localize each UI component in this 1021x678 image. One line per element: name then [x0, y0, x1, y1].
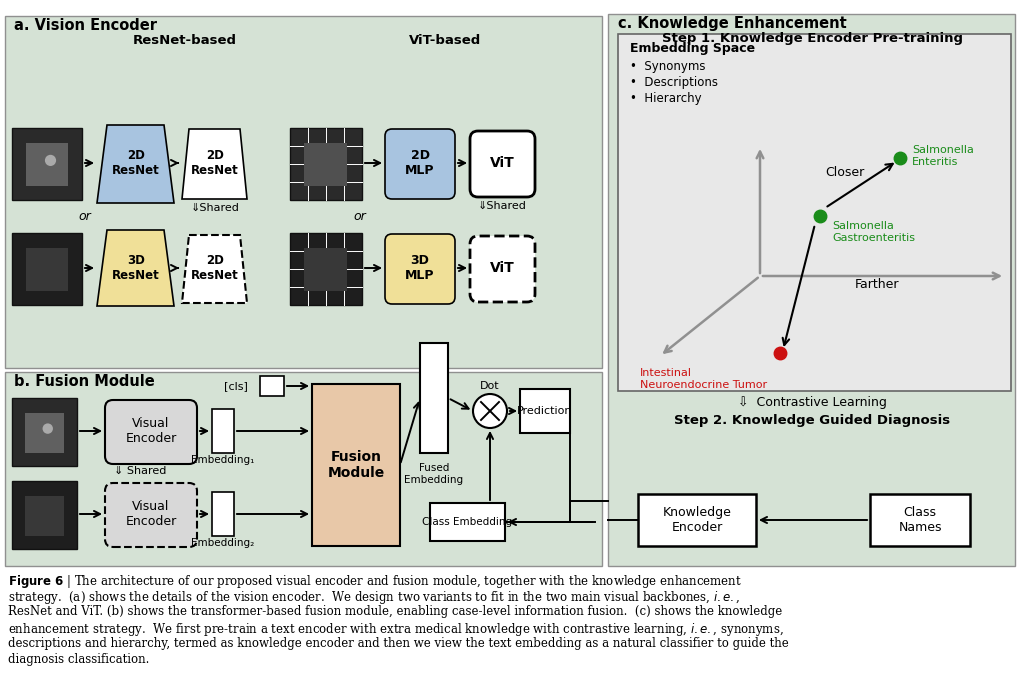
- Bar: [420, 343, 448, 453]
- Text: 3D
ResNet: 3D ResNet: [112, 254, 160, 282]
- Text: [cls]: [cls]: [225, 381, 248, 391]
- Bar: [618, 34, 1011, 391]
- Text: Salmonella
Gastroenteritis: Salmonella Gastroenteritis: [832, 221, 915, 243]
- Text: Knowledge
Encoder: Knowledge Encoder: [663, 506, 731, 534]
- Text: or: or: [79, 210, 91, 222]
- Circle shape: [43, 423, 53, 434]
- Circle shape: [45, 155, 56, 166]
- Bar: [212, 409, 234, 453]
- FancyBboxPatch shape: [470, 236, 535, 302]
- Text: Intestinal
Neuroendocrine Tumor: Intestinal Neuroendocrine Tumor: [640, 368, 767, 390]
- Text: ViT: ViT: [490, 156, 515, 170]
- Text: ⇓ Shared: ⇓ Shared: [113, 466, 166, 476]
- Bar: [12, 481, 77, 549]
- Polygon shape: [97, 230, 174, 306]
- Circle shape: [473, 394, 507, 428]
- Bar: [312, 384, 400, 546]
- Bar: [25, 413, 64, 453]
- Bar: [870, 494, 970, 546]
- Text: Embedding₂: Embedding₂: [191, 538, 254, 548]
- Bar: [12, 398, 77, 466]
- Bar: [12, 233, 82, 305]
- Bar: [520, 389, 570, 433]
- Bar: [25, 496, 64, 536]
- Text: Visual
Encoder: Visual Encoder: [126, 500, 177, 528]
- Text: Class Embedding: Class Embedding: [422, 517, 513, 527]
- Text: •  Synonyms: • Synonyms: [630, 60, 706, 73]
- Text: •  Hierarchy: • Hierarchy: [630, 92, 701, 105]
- FancyBboxPatch shape: [470, 131, 535, 197]
- FancyBboxPatch shape: [105, 483, 197, 547]
- Text: diagnosis classification.: diagnosis classification.: [8, 653, 149, 666]
- Bar: [5, 16, 602, 368]
- Text: Step 1. Knowledge Encoder Pre-training: Step 1. Knowledge Encoder Pre-training: [662, 32, 963, 45]
- Text: Prediction: Prediction: [518, 406, 573, 416]
- Text: •  Descriptions: • Descriptions: [630, 76, 718, 89]
- FancyBboxPatch shape: [385, 234, 455, 304]
- Text: c. Knowledge Enhancement: c. Knowledge Enhancement: [618, 16, 846, 31]
- Text: ViT: ViT: [490, 261, 515, 275]
- FancyBboxPatch shape: [105, 400, 197, 464]
- Text: b. Fusion Module: b. Fusion Module: [14, 374, 155, 389]
- Bar: [304, 143, 347, 186]
- Text: Farther: Farther: [855, 279, 900, 292]
- Bar: [5, 372, 602, 566]
- Text: Fusion
Module: Fusion Module: [328, 450, 385, 480]
- Text: 2D
MLP: 2D MLP: [405, 149, 435, 177]
- Text: a. Vision Encoder: a. Vision Encoder: [14, 18, 157, 33]
- Text: $\bf{Figure\ 6}$ | The architecture of our proposed visual encoder and fusion mo: $\bf{Figure\ 6}$ | The architecture of o…: [8, 573, 742, 590]
- Text: Salmonella
Enteritis: Salmonella Enteritis: [912, 145, 974, 167]
- Text: Step 2. Knowledge Guided Diagnosis: Step 2. Knowledge Guided Diagnosis: [674, 414, 951, 427]
- Text: ResNet and ViT. (b) shows the transformer-based fusion module, enabling case-lev: ResNet and ViT. (b) shows the transforme…: [8, 605, 782, 618]
- Bar: [607, 14, 1015, 566]
- Polygon shape: [97, 125, 174, 203]
- Text: 2D
ResNet: 2D ResNet: [191, 149, 239, 177]
- Bar: [430, 503, 505, 541]
- Text: enhancement strategy.  We first pre-train a text encoder with extra medical know: enhancement strategy. We first pre-train…: [8, 621, 784, 638]
- Text: 2D
ResNet: 2D ResNet: [191, 254, 239, 282]
- Text: or: or: [353, 210, 367, 222]
- Text: 2D
ResNet: 2D ResNet: [112, 149, 160, 177]
- Text: ⇓Shared: ⇓Shared: [191, 203, 240, 213]
- Text: Embedding Space: Embedding Space: [630, 42, 756, 55]
- Bar: [290, 128, 362, 200]
- Text: strategy.  (a) shows the details of the vision encoder.  We design two variants : strategy. (a) shows the details of the v…: [8, 589, 740, 606]
- Text: 3D
MLP: 3D MLP: [405, 254, 435, 282]
- Polygon shape: [182, 235, 247, 303]
- Text: ResNet-based: ResNet-based: [133, 34, 237, 47]
- Text: descriptions and hierarchy, termed as knowledge encoder and then we view the tex: descriptions and hierarchy, termed as kn…: [8, 637, 789, 650]
- Bar: [260, 376, 284, 396]
- Text: Closer: Closer: [825, 165, 865, 178]
- FancyBboxPatch shape: [385, 129, 455, 199]
- Bar: [290, 233, 362, 305]
- Text: Dot: Dot: [480, 381, 500, 391]
- Text: ⇓Shared: ⇓Shared: [478, 201, 527, 211]
- Bar: [12, 128, 82, 200]
- Text: ⇩  Contrastive Learning: ⇩ Contrastive Learning: [737, 396, 886, 409]
- Text: ViT-based: ViT-based: [408, 34, 481, 47]
- Text: Fused
Embedding: Fused Embedding: [404, 463, 464, 485]
- Bar: [212, 492, 234, 536]
- Text: Visual
Encoder: Visual Encoder: [126, 417, 177, 445]
- Text: Embedding₁: Embedding₁: [191, 455, 254, 465]
- Bar: [638, 494, 756, 546]
- Bar: [26, 143, 68, 186]
- Polygon shape: [182, 129, 247, 199]
- Bar: [26, 248, 68, 291]
- Bar: [304, 248, 347, 291]
- Text: Class
Names: Class Names: [898, 506, 941, 534]
